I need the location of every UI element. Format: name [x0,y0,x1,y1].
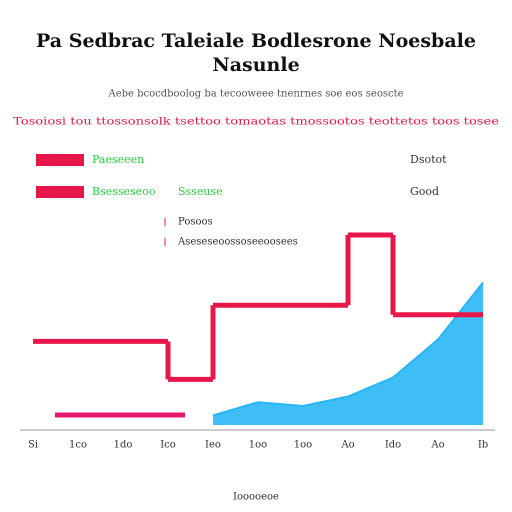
x-tick-label: Ieo [205,440,221,451]
annotation: Posoos [178,217,213,228]
x-tick-label: 1oo [294,440,312,451]
area-fill [213,282,483,425]
annotation: Aseseseoossoseeoosees [177,237,298,248]
x-tick-label: Ido [385,440,401,451]
legend-label: Bsesseseoo [92,185,156,198]
legend-swatch [36,186,84,198]
chart-title: Nasunle [212,54,299,76]
area-line [212,281,484,417]
side-label: Good [410,185,439,198]
x-tick-label: 1oo [249,440,267,451]
x-tick-label: Ao [340,440,354,451]
chart-title: Pa Sedbrac Taleiale Bodlesrone Noesbale [36,30,476,52]
x-tick-label: Ao [430,440,444,451]
legend-label: Ssseuse [178,185,223,198]
x-axis-label: Iooooeoe [233,492,279,503]
x-tick-label: Si [28,440,38,451]
highlight-text: Tosoiosi tou ttossonsolk tsettoo tomaota… [13,117,499,128]
legend-swatch [36,154,84,166]
subtitle: Aebe bcocdboolog ba tecooweee tnenrnes s… [107,89,403,100]
x-tick-label: 1do [114,440,133,451]
x-tick-label: Ib [478,440,488,451]
x-tick-label: 1co [69,440,87,451]
legend-label: Paeseeen [92,153,144,166]
x-tick-label: Ico [160,440,176,451]
side-label: Dsotot [410,153,447,166]
